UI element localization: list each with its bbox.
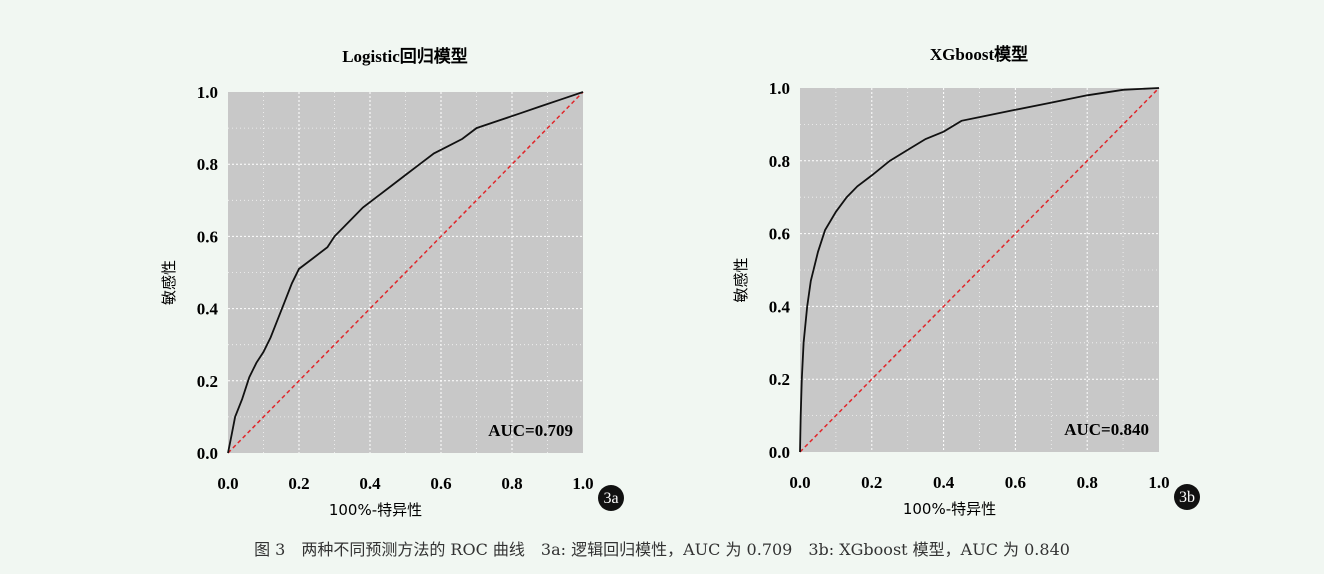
xgboost-y-tick-label: 0.2 <box>769 370 790 389</box>
logistic-x-tick-label: 0.2 <box>288 474 309 493</box>
logistic-panel-badge <box>598 485 624 511</box>
logistic-x-tick-label: 0.6 <box>430 474 451 493</box>
logistic-y-tick-label: 1.0 <box>197 83 218 102</box>
xgboost-y-tick-label: 0.4 <box>769 297 791 316</box>
xgboost-x-tick-label: 0.8 <box>1077 473 1098 492</box>
logistic-x-tick-label: 1.0 <box>572 474 593 493</box>
xgboost-x-tick-label: 0.2 <box>861 473 882 492</box>
logistic-x-tick-label: 0.0 <box>217 474 238 493</box>
xgboost-chart-title: XGboost模型 <box>930 44 1028 64</box>
xgboost-y-axis-label: 敏感性 <box>732 257 750 302</box>
xgboost-panel-badge <box>1174 484 1200 510</box>
logistic-y-axis-label: 敏感性 <box>160 260 178 305</box>
xgboost-x-tick-label: 0.4 <box>933 473 955 492</box>
xgboost-x-tick-label: 0.0 <box>789 473 810 492</box>
xgboost-y-tick-label: 0.0 <box>769 443 790 462</box>
figure-svg: Logistic回归模型 0.0 0.2 0.4 0.6 0.8 1.0 0.0 0.2 0.4 0… <box>160 44 1200 519</box>
logistic-y-tick-label: 0.6 <box>197 227 218 246</box>
xgboost-chart: XGboost模型 0.0 0.2 0.4 0.6 0.8 1.0 0.0 0.2 0.4 0.6 0… <box>732 44 1200 518</box>
figure-caption: 图 3 两种不同预测方法的 ROC 曲线 3a: 逻辑回归模性，AUC 为 0.… <box>254 540 1070 559</box>
logistic-auc-label: AUC=0.709 <box>488 421 573 440</box>
logistic-y-tick-label: 0.0 <box>197 444 218 463</box>
xgboost-y-tick-label: 0.8 <box>769 152 790 171</box>
logistic-x-tick-label: 0.4 <box>359 474 381 493</box>
xgboost-x-axis-label: 100%-特异性 <box>903 500 996 518</box>
logistic-chart-title: Logistic回归模型 <box>342 46 468 66</box>
logistic-diagonal-line <box>227 91 584 454</box>
logistic-y-tick-label: 0.8 <box>197 155 218 174</box>
xgboost-y-tick-label: 0.6 <box>769 225 790 244</box>
xgboost-x-tick-label: 1.0 <box>1148 473 1169 492</box>
logistic-y-tick-label: 0.4 <box>197 300 219 319</box>
xgboost-diagonal-line <box>799 87 1160 453</box>
xgboost-roc-curve <box>799 87 1160 453</box>
xgboost-x-tick-label: 0.6 <box>1005 473 1026 492</box>
logistic-x-axis-label: 100%-特异性 <box>329 501 422 519</box>
xgboost-auc-label: AUC=0.840 <box>1064 420 1149 439</box>
logistic-y-tick-label: 0.2 <box>197 372 218 391</box>
xgboost-panel-badge-label: 3b <box>1179 489 1195 506</box>
logistic-chart: Logistic回归模型 0.0 0.2 0.4 0.6 0.8 1.0 0.0 0.2 0.4 0… <box>160 46 624 519</box>
logistic-roc-curve <box>227 91 584 454</box>
logistic-panel-badge-label: 3a <box>603 490 618 507</box>
logistic-x-tick-label: 0.8 <box>501 474 522 493</box>
xgboost-y-tick-label: 1.0 <box>769 79 790 98</box>
